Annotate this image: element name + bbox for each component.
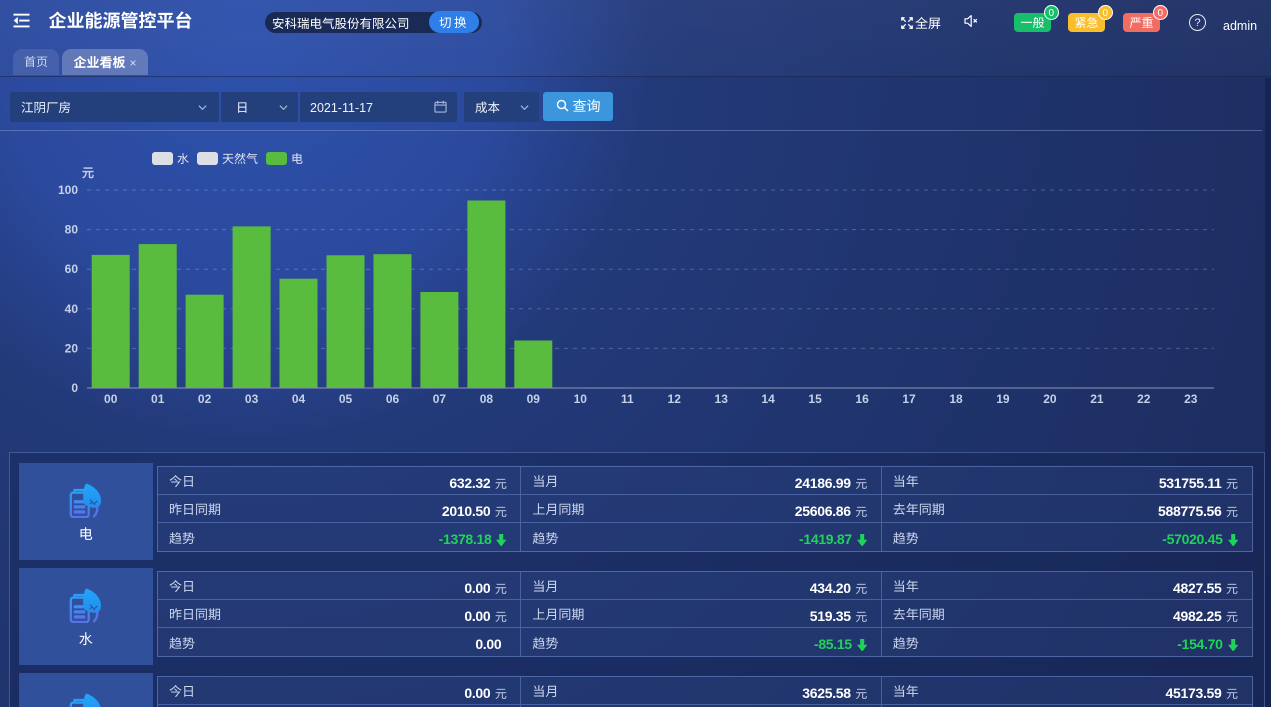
svg-text:0: 0 — [71, 381, 78, 395]
svg-text:80: 80 — [65, 223, 79, 237]
svg-text:20: 20 — [1043, 392, 1057, 406]
svg-text:06: 06 — [386, 392, 400, 406]
svg-text:20: 20 — [65, 341, 79, 355]
svg-text:10: 10 — [574, 392, 588, 406]
svg-text:00: 00 — [104, 392, 118, 406]
svg-text:16: 16 — [855, 392, 869, 406]
svg-text:03: 03 — [245, 392, 259, 406]
svg-text:17: 17 — [902, 392, 916, 406]
svg-text:元: 元 — [82, 166, 94, 180]
svg-text:19: 19 — [996, 392, 1010, 406]
svg-text:08: 08 — [480, 392, 494, 406]
svg-text:21: 21 — [1090, 392, 1104, 406]
svg-text:05: 05 — [339, 392, 353, 406]
svg-text:07: 07 — [433, 392, 447, 406]
svg-text:60: 60 — [65, 262, 79, 276]
svg-text:22: 22 — [1137, 392, 1151, 406]
svg-text:18: 18 — [949, 392, 963, 406]
svg-text:15: 15 — [808, 392, 822, 406]
svg-text:40: 40 — [65, 302, 79, 316]
svg-text:11: 11 — [621, 392, 634, 406]
svg-text:04: 04 — [292, 392, 306, 406]
svg-text:14: 14 — [761, 392, 775, 406]
svg-text:100: 100 — [58, 183, 78, 197]
svg-text:12: 12 — [668, 392, 682, 406]
svg-text:09: 09 — [527, 392, 541, 406]
svg-text:23: 23 — [1184, 392, 1198, 406]
svg-text:13: 13 — [715, 392, 729, 406]
svg-text:01: 01 — [151, 392, 165, 406]
svg-text:02: 02 — [198, 392, 212, 406]
